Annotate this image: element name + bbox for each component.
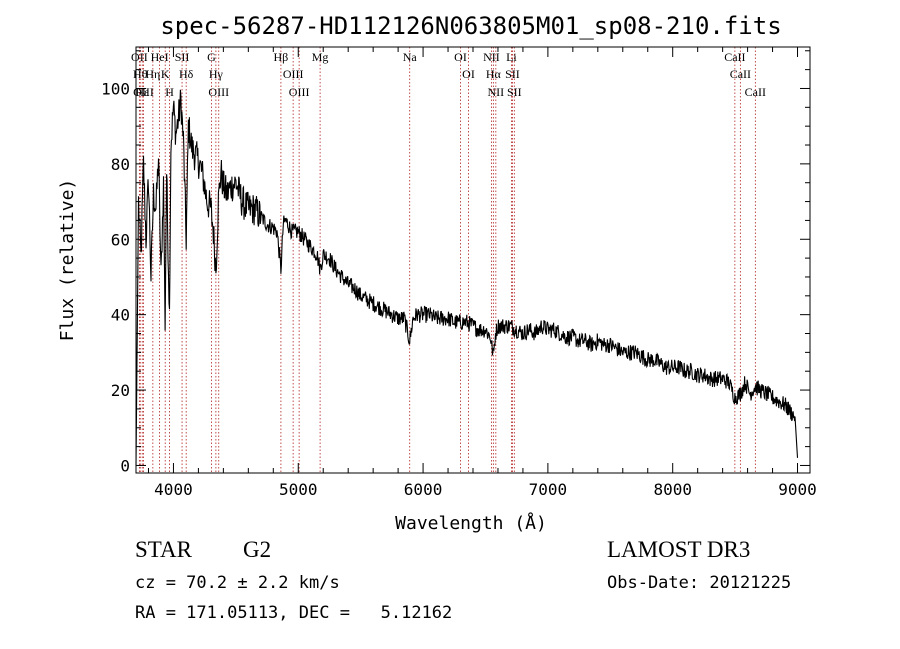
- redshift-readout: cz = 70.2 ± 2.2 km/s: [135, 573, 340, 593]
- spectral-line-label: Hγ: [209, 67, 224, 81]
- spectral-line-label: Li: [506, 50, 517, 64]
- spectral-line-label: G: [207, 50, 216, 64]
- spectral-line-label: Hη: [145, 67, 160, 81]
- x-tick-label: 8000: [653, 480, 692, 499]
- class-label: STAR: [135, 537, 192, 562]
- subclass-label: G2: [243, 537, 272, 562]
- flux-series-line: [135, 89, 799, 466]
- plot-frame: [135, 46, 811, 474]
- y-tick-label: 60: [111, 230, 130, 249]
- x-tick-label: 6000: [404, 480, 443, 499]
- spectral-lines: [138, 47, 756, 473]
- spectral-line-label: CaII: [730, 67, 751, 81]
- spectral-line-label: Na: [403, 50, 418, 64]
- spectral-line-labels: OIIHθHεOIIIHηHeIKHSIIHδGHγOIIIHβOIIIOIII…: [131, 50, 766, 99]
- spectral-line-label: K: [161, 67, 170, 81]
- x-tick-label: 4000: [154, 480, 193, 499]
- survey-label: LAMOST DR3: [607, 537, 751, 562]
- spectral-line-label: OIII: [283, 67, 304, 81]
- spectral-line-label: Hβ: [274, 50, 289, 64]
- spectral-line-label: OI: [462, 67, 475, 81]
- axis-ticks: 4000 5000 6000 7000 8000 9000 0 20 40 60 80 100: [101, 47, 817, 499]
- spectral-line-label: Mg: [312, 50, 329, 64]
- spectral-line-label: HeI: [151, 50, 169, 64]
- spectral-line-label: Hθ: [133, 67, 148, 81]
- spectral-line-label: SII: [507, 85, 522, 99]
- x-tick-label: 7000: [529, 480, 568, 499]
- y-tick-label: 100: [101, 79, 130, 98]
- y-tick-label: 40: [111, 306, 130, 325]
- spectral-line-label: OIII: [289, 85, 310, 99]
- x-tick-label: 9000: [778, 480, 817, 499]
- y-axis-label: Flux (relative): [57, 179, 78, 342]
- x-tick-label: 5000: [279, 480, 318, 499]
- spectral-line-label: SII: [175, 50, 190, 64]
- spectral-line-label: CaII: [724, 50, 745, 64]
- x-axis-label: Wavelength (Å): [395, 512, 547, 534]
- y-tick-label: 80: [111, 155, 130, 174]
- spectral-line-label: OI: [454, 50, 467, 64]
- spectral-line-label: CaII: [745, 85, 766, 99]
- spectral-line-label: Hδ: [179, 67, 194, 81]
- spectral-line-label: Hα: [486, 67, 502, 81]
- y-tick-label: 20: [111, 381, 130, 400]
- spectral-line-label: OIII: [208, 85, 229, 99]
- spectral-line-label: NII: [488, 85, 505, 99]
- obs-date-readout: Obs-Date: 20121225: [607, 573, 792, 593]
- spectral-line-label: H: [165, 85, 174, 99]
- spectral-line-label: SII: [505, 67, 520, 81]
- spectral-line-label: NII: [483, 50, 500, 64]
- chart-title: spec-56287-HD112126N063805M01_sp08-210.f…: [160, 12, 781, 40]
- y-tick-label: 0: [120, 456, 130, 475]
- coordinates-readout: RA = 171.05113, DEC = 5.12162: [135, 603, 453, 623]
- spectral-line-label: OII: [131, 50, 148, 64]
